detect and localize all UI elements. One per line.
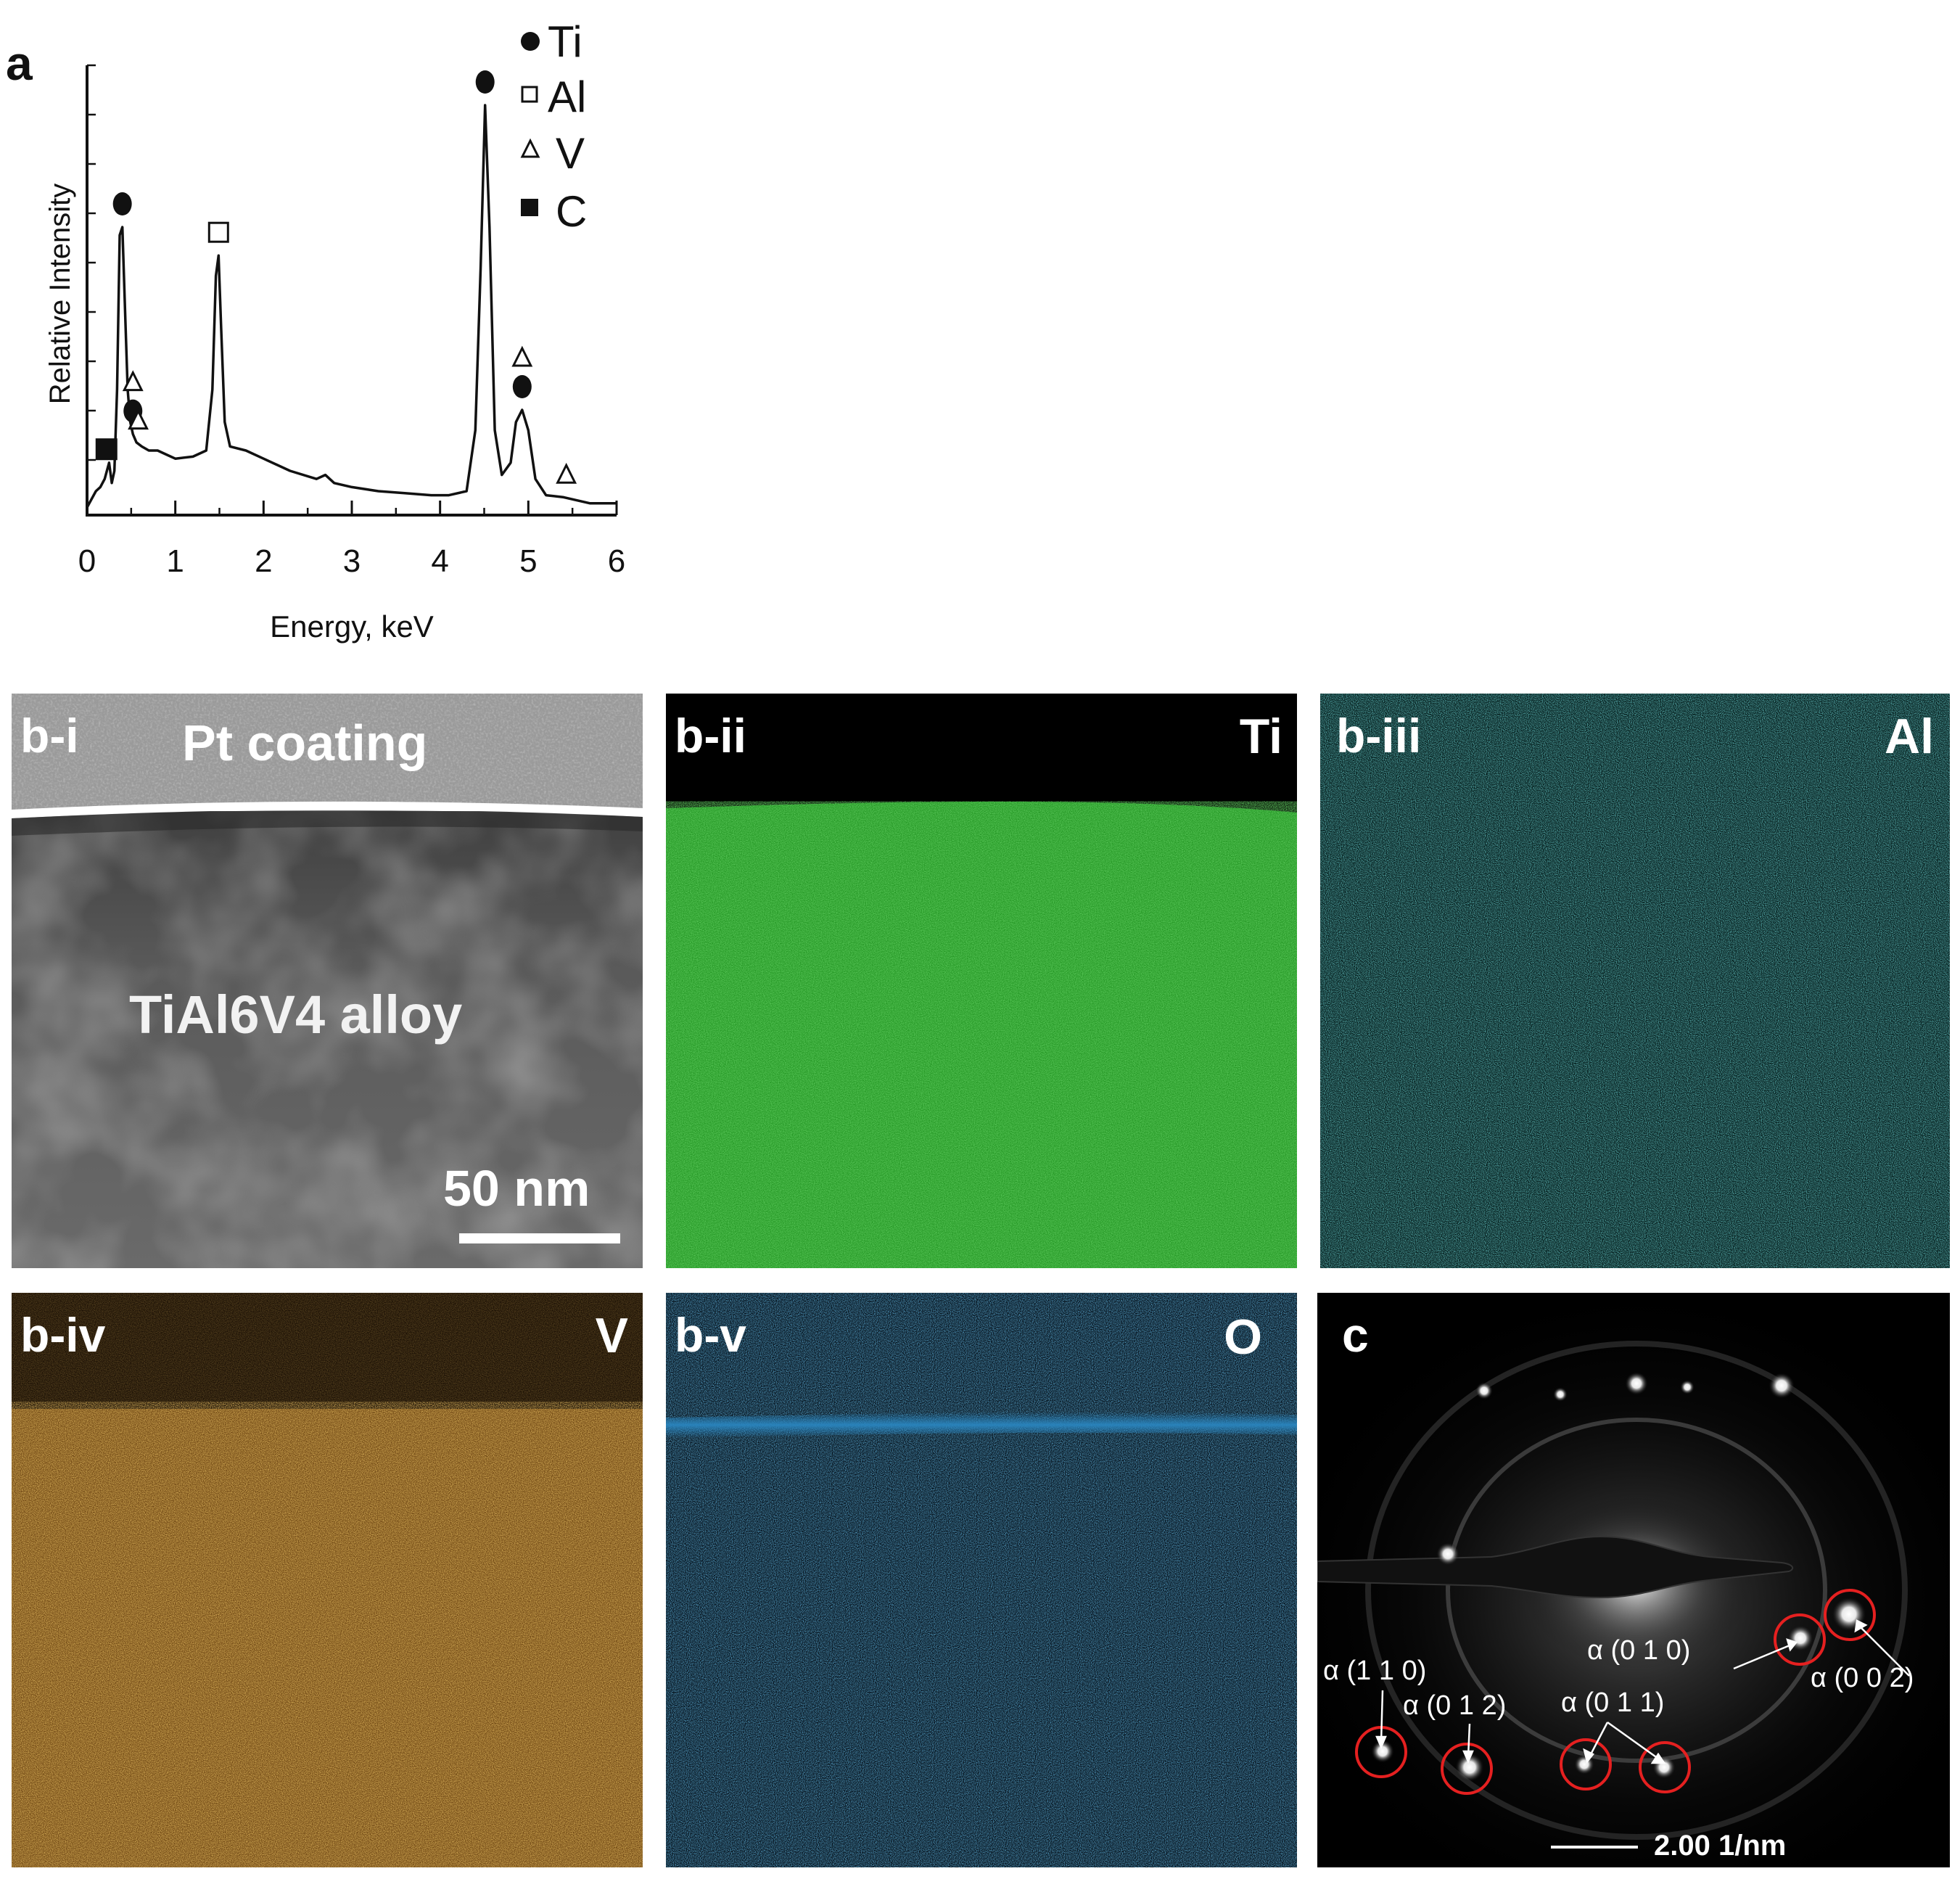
panel-b-iv: b-iv V [12, 1293, 643, 1867]
panel-a: a Relative Intensity Energy, keV 0 1 2 3 4 5 6… [0, 0, 653, 653]
legend-v-label: V [556, 129, 585, 178]
legend-al-marker [521, 86, 538, 103]
y-axis-label: Relative Intensity [44, 184, 76, 405]
peak-marker-c [95, 438, 118, 461]
al-map-image [1320, 694, 1950, 1268]
x-tick-label: 6 [608, 543, 625, 579]
spot-label-010: α (0 1 0) [1587, 1635, 1691, 1666]
peak-marker-v [122, 370, 144, 392]
scale-bar [459, 1233, 620, 1243]
panel-b-iii: b-iii Al [1320, 694, 1950, 1268]
scale-bar [1551, 1846, 1638, 1849]
legend: Ti Al V C [520, 17, 587, 236]
saed-pattern [1317, 1293, 1950, 1867]
x-tick-label: 4 [431, 543, 448, 579]
panel-c: c α (1 1 0) α (0 1 2) α (0 1 1) α (0 1 0… [1317, 1293, 1950, 1867]
spot-marker-011-b [1639, 1741, 1691, 1793]
v-element-label: V [595, 1308, 628, 1363]
x-tick-label: 5 [519, 543, 537, 579]
peak-marker-v [511, 345, 533, 367]
peak-marker-v [556, 462, 577, 484]
ti-map-image [666, 801, 1297, 1268]
peak-marker-v [128, 408, 149, 430]
v-map-image [12, 1293, 643, 1867]
legend-v-marker [520, 138, 540, 158]
peak-marker-al [207, 221, 229, 243]
peak-marker-ti [512, 375, 532, 398]
panel-b-v: b-v O [666, 1293, 1297, 1867]
spot-label-011: α (0 1 1) [1561, 1687, 1665, 1718]
panel-b-i-label: b-i [20, 709, 79, 762]
x-axis-label: Energy, keV [270, 609, 434, 644]
peak-marker-ti [112, 192, 132, 215]
x-tick-label: 3 [343, 543, 361, 579]
legend-c-label: C [556, 187, 587, 236]
ti-element-label: Ti [1239, 709, 1282, 764]
spot-marker-011-a [1560, 1738, 1612, 1790]
scale-bar-label: 2.00 1/nm [1654, 1830, 1787, 1862]
al-element-label: Al [1885, 709, 1934, 764]
spot-marker-012 [1441, 1743, 1493, 1795]
panel-b-iv-label: b-iv [20, 1308, 106, 1362]
legend-ti-label: Ti [548, 17, 582, 66]
scale-bar-label: 50 nm [443, 1160, 590, 1217]
panel-b-ii: b-ii Ti [666, 694, 1297, 1268]
alloy-label: TiAl6V4 alloy [129, 984, 463, 1045]
haadf-image [12, 694, 643, 1268]
panel-c-label: c [1342, 1308, 1369, 1362]
x-tick-label: 0 [78, 543, 96, 579]
x-tick-label: 1 [166, 543, 184, 579]
o-element-label: O [1224, 1309, 1262, 1365]
peak-marker-ti [475, 70, 495, 94]
panel-b-iii-label: b-iii [1336, 709, 1422, 762]
spot-marker-010 [1774, 1613, 1826, 1666]
legend-ti-marker [521, 32, 540, 51]
legend-c-marker [521, 199, 538, 216]
spot-label-110: α (1 1 0) [1323, 1656, 1427, 1686]
x-tick-label: 2 [255, 543, 272, 579]
spectrum-line [86, 104, 617, 509]
panel-b-ii-label: b-ii [675, 709, 746, 762]
panel-a-label: a [6, 36, 33, 90]
panel-b-i: b-i Pt coating TiAl6V4 alloy 50 nm [12, 694, 643, 1268]
legend-al-label: Al [548, 73, 586, 121]
spot-label-002: α (0 0 2) [1811, 1663, 1914, 1693]
spot-label-012: α (0 1 2) [1403, 1690, 1507, 1721]
o-map-image [666, 1293, 1297, 1867]
pt-coating-label: Pt coating [182, 715, 428, 771]
eds-spectrum-chart: a Relative Intensity Energy, keV 0 1 2 3 4 5 6… [6, 17, 625, 644]
spot-marker-002 [1824, 1589, 1876, 1641]
panel-b-v-label: b-v [675, 1308, 746, 1362]
